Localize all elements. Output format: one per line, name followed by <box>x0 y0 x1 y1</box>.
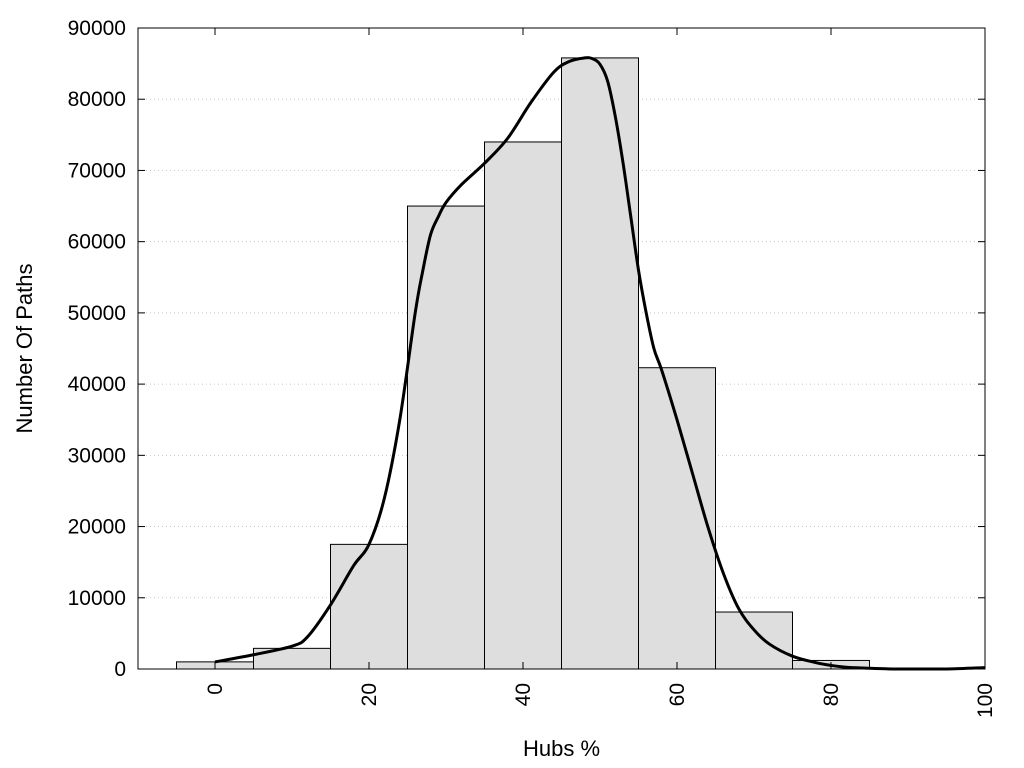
histogram-bar <box>715 611 793 670</box>
x-tick-label: 40 <box>512 683 535 706</box>
y-tick-label: 0 <box>114 658 126 681</box>
histogram-bar <box>330 543 408 670</box>
y-tick-label: 40000 <box>68 373 126 396</box>
y-tick-label: 20000 <box>68 516 126 539</box>
x-tick-label: 80 <box>820 683 843 706</box>
plot-area-frame <box>137 27 986 670</box>
y-tick-label: 10000 <box>68 587 126 610</box>
y-axis-ticks: 0 10000 20000 30000 40000 50000 60000 70000 8000… <box>68 17 985 681</box>
y-tick-label: 60000 <box>68 231 126 254</box>
y-tick-label: 90000 <box>68 17 126 40</box>
histogram-bar <box>407 205 485 670</box>
x-tick-label: 20 <box>358 683 381 706</box>
y-tick-label: 50000 <box>68 302 126 325</box>
x-axis-title: Hubs % <box>523 736 600 761</box>
histogram-bar <box>561 57 639 670</box>
x-tick-label: 0 <box>204 683 227 695</box>
y-axis-title: Number Of Paths <box>12 264 37 434</box>
x-tick-label: 100 <box>974 683 997 718</box>
y-tick-label: 70000 <box>68 159 126 182</box>
density-curve <box>214 56 986 671</box>
histogram-bars <box>176 57 947 670</box>
y-tick-label: 80000 <box>68 88 126 111</box>
x-axis-ticks: 0 20 40 60 80 100 <box>204 28 997 718</box>
x-tick-label: 60 <box>666 683 689 706</box>
histogram-bar <box>484 141 562 670</box>
y-tick-label: 30000 <box>68 444 126 467</box>
